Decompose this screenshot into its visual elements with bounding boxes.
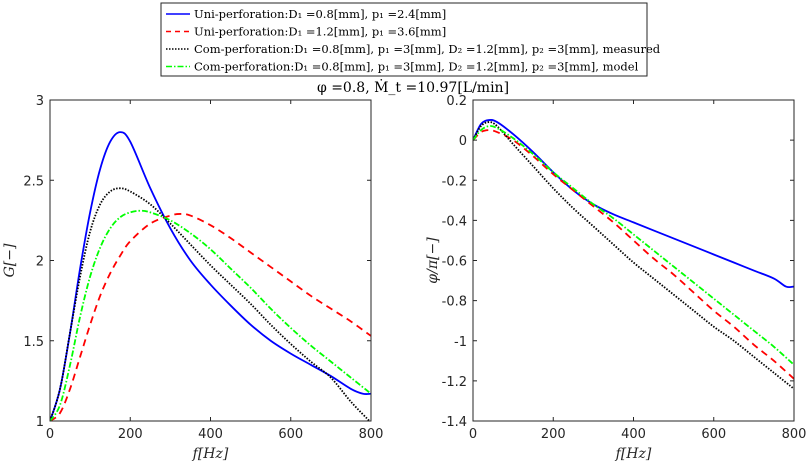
axes-phase: 0 200 400 600 800 -1.4 -1.2 -1 -0.8 -0.6 -0.4 -0.2 0… <box>425 94 806 462</box>
legend: Uni-perforation:D₁ =0.8[mm], p₁ =2.4[mm]… <box>160 2 661 77</box>
y-axis-label: φ/π[−] <box>425 237 441 284</box>
legend-label: Uni-perforation:D₁ =0.8[mm], p₁ =2.4[mm] <box>194 7 446 21</box>
x-tick-label: 800 <box>359 427 384 442</box>
legend-entry: Uni-perforation:D₁ =1.2[mm], p₁ =3.6[mm] <box>166 25 446 39</box>
x-tick-label: 0 <box>46 427 54 442</box>
x-tick-label: 600 <box>278 427 303 442</box>
legend-label: Com-perforation:D₁ =0.8[mm], p₁ =3[mm], … <box>194 42 661 56</box>
y-tick-label: -0.6 <box>442 255 467 270</box>
x-tick-label: 600 <box>701 427 726 442</box>
y-tick-label: 0 <box>459 134 467 149</box>
y-tick-label: 2.5 <box>23 174 44 189</box>
y-tick-label: -0.8 <box>442 295 467 310</box>
y-tick-label: -0.4 <box>442 214 467 229</box>
x-tick-label: 400 <box>621 427 646 442</box>
y-tick-label: 1.5 <box>23 335 44 350</box>
y-tick-label: -1 <box>454 335 467 350</box>
legend-box <box>160 2 648 77</box>
series-line-3 <box>473 125 794 366</box>
legend-entry: Uni-perforation:D₁ =0.8[mm], p₁ =2.4[mm] <box>166 7 446 21</box>
series-group <box>50 131 371 421</box>
y-tick-label: 2 <box>36 255 44 270</box>
series-line-2 <box>50 187 371 421</box>
legend-entry: Com-perforation:D₁ =0.8[mm], p₁ =3[mm], … <box>166 42 661 56</box>
x-tick-label: 400 <box>198 427 223 442</box>
x-axis-label: f[Hz] <box>192 446 229 462</box>
series-line-0 <box>50 131 371 421</box>
y-tick-label: -1.2 <box>442 375 467 390</box>
legend-entry: Com-perforation:D₁ =0.8[mm], p₁ =3[mm], … <box>166 60 639 74</box>
series-line-1 <box>473 129 794 380</box>
x-tick-label: 0 <box>469 427 477 442</box>
series-line-0 <box>473 119 794 289</box>
x-tick-label: 200 <box>541 427 566 442</box>
axes-gain: 0 200 400 600 800 1 1.5 2 2.5 3 f[Hz] G[−] <box>2 94 383 462</box>
y-tick-label: -0.2 <box>442 174 467 189</box>
y-tick-label: 0.2 <box>446 94 467 109</box>
y-tick-label: -1.4 <box>442 415 467 430</box>
series-line-2 <box>473 121 794 390</box>
series-line-1 <box>50 213 371 421</box>
x-tick-label: 200 <box>118 427 143 442</box>
series-line-3 <box>50 209 371 421</box>
axes-frame <box>49 99 372 422</box>
y-axis-label: G[−] <box>2 243 18 277</box>
legend-label: Uni-perforation:D₁ =1.2[mm], p₁ =3.6[mm] <box>194 25 446 39</box>
legend-label: Com-perforation:D₁ =0.8[mm], p₁ =3[mm], … <box>194 60 639 74</box>
figure-title: φ =0.8, Ṁ_t =10.97[L/min] <box>317 78 509 96</box>
x-axis-label: f[Hz] <box>615 446 652 462</box>
y-tick-label: 1 <box>36 415 44 430</box>
x-tick-label: 800 <box>782 427 807 442</box>
series-group <box>473 119 794 390</box>
y-tick-label: 3 <box>36 94 44 109</box>
axes-frame <box>472 99 795 422</box>
